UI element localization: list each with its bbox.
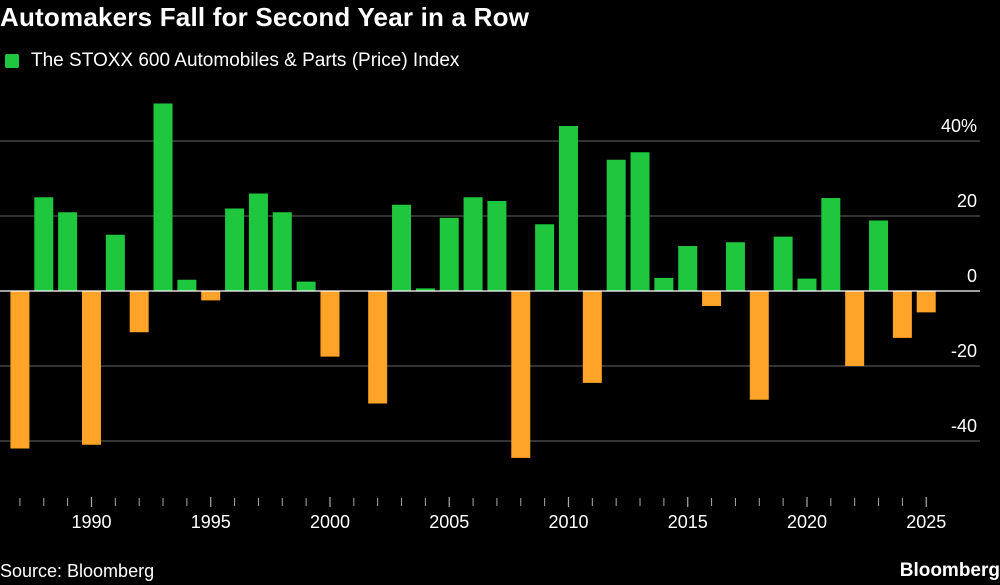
legend-label: The STOXX 600 Automobiles & Parts (Price… <box>31 50 460 71</box>
bar <box>81 291 101 445</box>
bar <box>630 152 650 291</box>
bar <box>749 291 769 400</box>
bar <box>702 291 722 306</box>
y-tick-label: -20 <box>951 341 977 361</box>
x-tick-label: 2020 <box>787 512 827 532</box>
bar <box>678 246 698 291</box>
bar <box>439 217 459 291</box>
bloomberg-logo: Bloomberg <box>899 560 1000 581</box>
bar <box>487 201 507 291</box>
bar <box>773 236 793 291</box>
x-tick-label: 2000 <box>310 512 350 532</box>
bar <box>725 242 745 291</box>
bar <box>153 103 173 291</box>
x-tick-label: 2025 <box>906 512 946 532</box>
legend-swatch <box>5 54 19 68</box>
bar <box>654 277 674 291</box>
x-tick-label: 1995 <box>191 512 231 532</box>
y-tick-label: 0 <box>967 266 977 286</box>
bar <box>535 224 555 291</box>
bar <box>821 198 841 291</box>
bar <box>225 208 245 291</box>
bar <box>797 278 817 291</box>
bar <box>272 212 292 291</box>
bar <box>511 291 531 458</box>
x-tick-label: 2005 <box>429 512 469 532</box>
bar <box>177 279 197 291</box>
bar <box>58 212 78 291</box>
bar <box>296 281 316 291</box>
bar <box>845 291 865 366</box>
bar <box>105 234 125 291</box>
x-tick-label: 2010 <box>548 512 588 532</box>
chart-title: Automakers Fall for Second Year in a Row <box>0 2 530 32</box>
y-tick-label: 20 <box>957 191 977 211</box>
x-tick-label: 1990 <box>71 512 111 532</box>
bar <box>916 291 936 313</box>
bar <box>392 204 412 291</box>
bar <box>129 291 149 333</box>
bar <box>606 159 626 291</box>
y-tick-label: -40 <box>951 416 977 436</box>
bar <box>869 220 889 291</box>
bar <box>463 197 483 291</box>
bar <box>320 291 340 357</box>
legend: The STOXX 600 Automobiles & Parts (Price… <box>5 50 459 72</box>
bar <box>34 197 54 291</box>
bar <box>10 291 30 449</box>
bar <box>415 288 435 291</box>
bar <box>558 126 578 291</box>
bar <box>582 291 602 383</box>
source-note: Source: Bloomberg <box>0 561 155 581</box>
bar <box>248 193 268 291</box>
y-tick-label: 40% <box>941 116 977 136</box>
bar <box>892 291 912 338</box>
x-tick-label: 2015 <box>668 512 708 532</box>
bar <box>201 291 221 301</box>
bar <box>368 291 388 404</box>
